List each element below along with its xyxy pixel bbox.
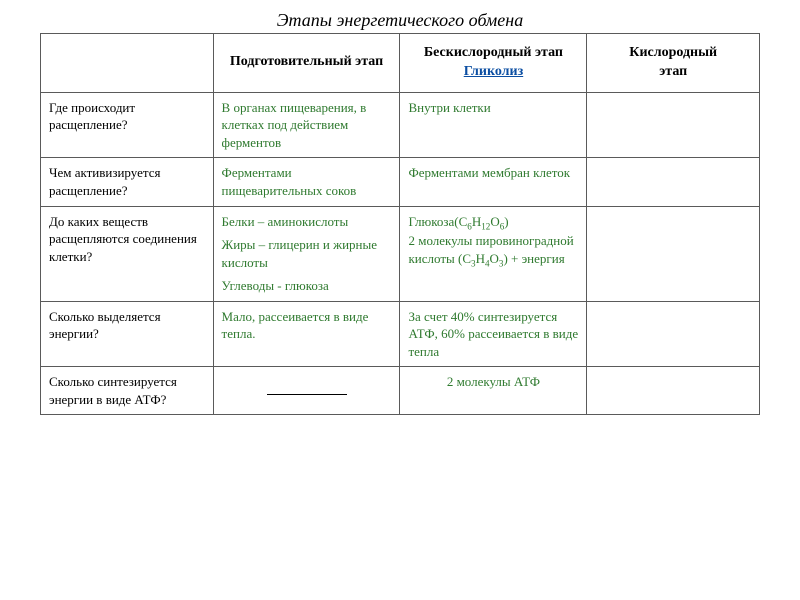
- formula-part: ): [504, 214, 508, 229]
- row-question: Сколько выделяется энергии?: [41, 301, 214, 367]
- row-glyc: Ферментами мембран клеток: [400, 158, 587, 206]
- header-glycolysis-text: Бескислородный этап: [424, 45, 563, 60]
- header-oxygen-l1: Кислородный: [593, 44, 753, 63]
- header-oxygen-l2: этап: [593, 63, 753, 82]
- row-question: Где происходит расщепление?: [41, 92, 214, 158]
- metabolism-table: Подготовительный этап Бескислородный эта…: [40, 33, 760, 415]
- header-glycolysis: Бескислородный этап Гликолиз: [400, 34, 587, 93]
- formula-part: O: [490, 214, 499, 229]
- table-row: Где происходит расщепление? В органах пи…: [41, 92, 760, 158]
- slide: Этапы энергетического обмена Подготовите…: [0, 0, 800, 425]
- row-question: Сколько синтезируется энергии в виде АТФ…: [41, 367, 214, 415]
- table-header-row: Подготовительный этап Бескислородный эта…: [41, 34, 760, 93]
- row-prep-dash: [213, 367, 400, 415]
- row-prep: В органах пищеварения, в клетках под дей…: [213, 92, 400, 158]
- table-row: До каких веществ расщепляются соединения…: [41, 206, 760, 301]
- row-glyc: За счет 40% синтезируется АТФ, 60% рассе…: [400, 301, 587, 367]
- formula-part: H: [472, 214, 481, 229]
- page-title: Этапы энергетического обмена: [40, 10, 760, 31]
- sub: 12: [481, 221, 490, 231]
- row-prep: Мало, рассеивается в виде тепла.: [213, 301, 400, 367]
- row-oxy: [587, 301, 760, 367]
- line: Белки – аминокислоты: [222, 213, 392, 231]
- line: Углеводы - глюкоза: [222, 277, 392, 295]
- line: Жиры – глицерин и жирные кислоты: [222, 236, 392, 271]
- row-glyc: Глюкоза(C6H12O6) 2 молекулы пировиноград…: [400, 206, 587, 301]
- glycolysis-link[interactable]: Гликолиз: [464, 64, 524, 79]
- row-prep: Белки – аминокислоты Жиры – глицерин и ж…: [213, 206, 400, 301]
- table-row: Сколько синтезируется энергии в виде АТФ…: [41, 367, 760, 415]
- header-oxygen: Кислородный этап: [587, 34, 760, 93]
- formula-part: Глюкоза(C: [408, 214, 467, 229]
- header-prep: Подготовительный этап: [213, 34, 400, 93]
- formula-part: O: [490, 251, 499, 266]
- formula-part: H: [476, 251, 485, 266]
- table-row: Сколько выделяется энергии? Мало, рассеи…: [41, 301, 760, 367]
- row-prep: Ферментами пищеварительных соков: [213, 158, 400, 206]
- table-row: Чем активизируется расщепление? Фермента…: [41, 158, 760, 206]
- row-oxy: [587, 367, 760, 415]
- row-oxy: [587, 158, 760, 206]
- row-glyc: Внутри клетки: [400, 92, 587, 158]
- row-question: Чем активизируется расщепление?: [41, 158, 214, 206]
- formula-part: ) + энергия: [503, 251, 564, 266]
- dash-icon: [267, 394, 347, 395]
- header-blank: [41, 34, 214, 93]
- row-oxy: [587, 206, 760, 301]
- row-glyc: 2 молекулы АТФ: [400, 367, 587, 415]
- row-oxy: [587, 92, 760, 158]
- row-question: До каких веществ расщепляются соединения…: [41, 206, 214, 301]
